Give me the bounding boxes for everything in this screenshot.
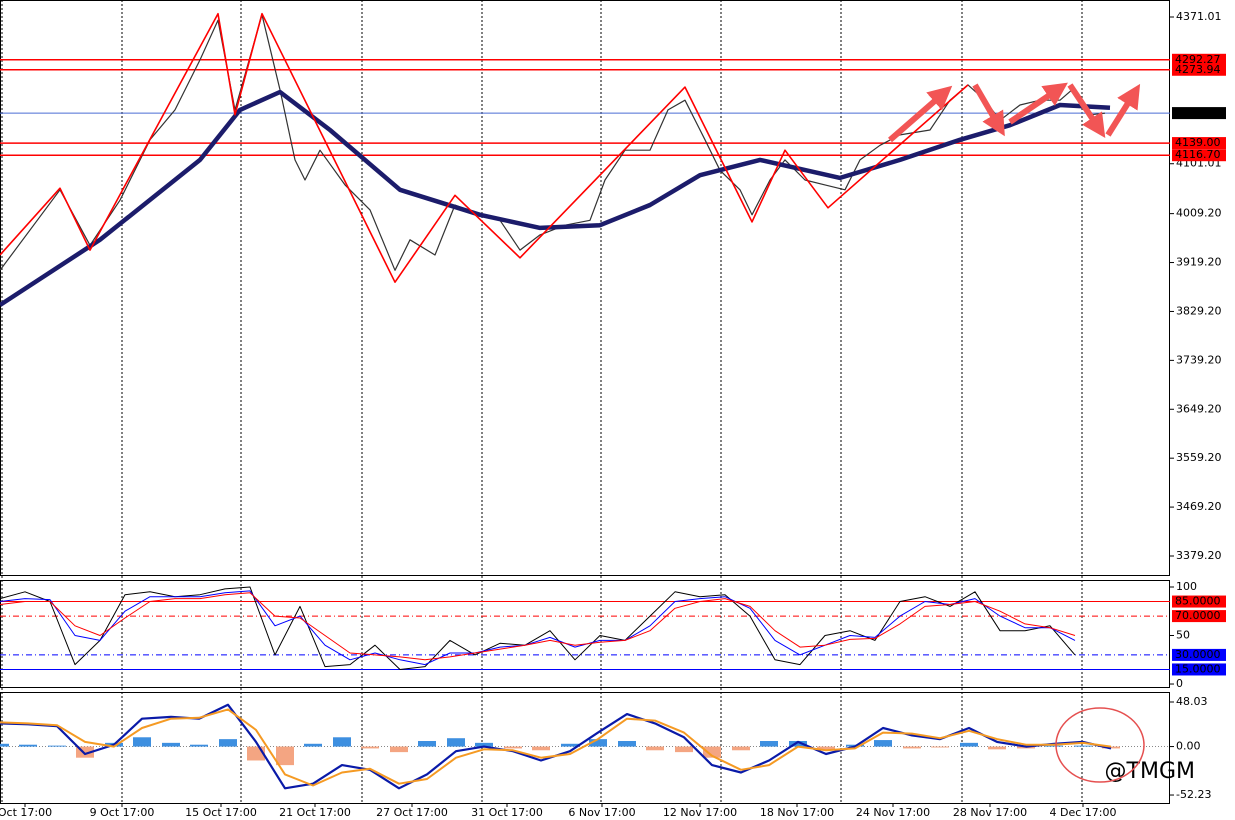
- x-tick-label: 24 Nov 17:00: [856, 806, 930, 819]
- y-tick-label: 48.03: [1176, 695, 1208, 708]
- series-line: [0, 590, 1076, 666]
- histogram-bar: [1074, 745, 1092, 747]
- series-line: [0, 12, 969, 283]
- y-tick-label: 3649.20: [1176, 402, 1222, 415]
- panel-frame: [0, 0, 1170, 576]
- histogram-bar: [646, 746, 664, 751]
- x-tick-label: 21 Oct 17:00: [279, 806, 351, 819]
- level-label-bg: [1172, 149, 1226, 162]
- watermark: @TMGM: [1105, 759, 1195, 784]
- level-label: 4194.20: [1175, 106, 1221, 119]
- y-tick-label: 3829.20: [1176, 304, 1222, 317]
- histogram-bar: [817, 746, 835, 751]
- histogram-bar: [447, 738, 465, 747]
- arrow: [1067, 83, 1106, 138]
- histogram-bar: [361, 746, 379, 749]
- level-label: 15.0000: [1175, 662, 1221, 675]
- histogram-bar: [874, 740, 892, 747]
- x-tick-label: 15 Oct 17:00: [185, 806, 257, 819]
- y-tick-label: 4371.01: [1176, 10, 1222, 23]
- histogram-bar: [276, 746, 294, 766]
- y-tick-label: 4009.20: [1176, 207, 1222, 220]
- x-tick-label: Oct 17:00: [0, 806, 52, 819]
- arrow: [888, 85, 953, 143]
- x-tick-label: 31 Oct 17:00: [471, 806, 543, 819]
- histogram-bar: [675, 746, 693, 753]
- arrow: [1105, 83, 1141, 137]
- histogram-bar: [133, 737, 151, 747]
- histogram-bar: [219, 739, 237, 747]
- level-label-bg: [1172, 610, 1226, 623]
- histogram-bar: [789, 740, 807, 747]
- x-tick-label: 4 Dec 17:00: [1050, 806, 1117, 819]
- histogram-bar: [76, 746, 94, 758]
- histogram-bar: [48, 745, 66, 747]
- level-label: 70.0000: [1175, 609, 1221, 622]
- histogram-bar: [333, 737, 351, 747]
- series-line: [0, 708, 1112, 787]
- highlight-circle: [1055, 707, 1145, 783]
- x-tick-label: 18 Nov 17:00: [760, 806, 834, 819]
- y-tick-label: 3739.20: [1176, 353, 1222, 366]
- histogram-bar: [931, 746, 949, 748]
- series-line: [0, 89, 1111, 307]
- level-label: 4273.94: [1175, 63, 1221, 76]
- level-label: 4139.00: [1175, 136, 1221, 149]
- histogram-bar: [390, 746, 408, 753]
- histogram-bar: [0, 743, 9, 747]
- y-tick-label: 0: [1176, 677, 1183, 690]
- y-tick-label: 100: [1176, 580, 1197, 593]
- histogram-bar: [532, 746, 550, 751]
- level-label-bg: [1172, 663, 1226, 676]
- y-tick-label: 3919.20: [1176, 256, 1222, 269]
- level-label: 85.0000: [1175, 595, 1221, 608]
- level-label: 4292.27: [1175, 53, 1221, 66]
- histogram-bar: [988, 746, 1006, 750]
- y-tick-label: 3559.20: [1176, 451, 1222, 464]
- level-label-bg: [1172, 137, 1226, 150]
- level-label-bg: [1172, 63, 1226, 76]
- histogram-bar: [504, 746, 522, 749]
- histogram-bar: [1045, 745, 1063, 747]
- level-label: 4116.70: [1175, 148, 1221, 161]
- level-label: 30.0000: [1175, 648, 1221, 661]
- level-label-bg: [1172, 648, 1226, 661]
- histogram-bar: [960, 742, 978, 747]
- histogram-bar: [561, 743, 579, 747]
- histogram-bar: [304, 743, 322, 747]
- histogram-bar: [589, 739, 607, 747]
- histogram-bar: [703, 746, 721, 758]
- y-tick-label: -52.23: [1176, 788, 1211, 801]
- arrow: [1008, 82, 1068, 125]
- histogram-bar: [618, 740, 636, 747]
- level-label-bg: [1172, 53, 1226, 66]
- histogram-bar: [418, 740, 436, 747]
- series-line: [0, 592, 1076, 661]
- x-tick-label: 27 Oct 17:00: [376, 806, 448, 819]
- panel-frame: [0, 692, 1170, 804]
- y-tick-label: 0.00: [1176, 740, 1201, 753]
- x-tick-label: 6 Nov 17:00: [568, 806, 635, 819]
- y-tick-label: 50: [1176, 629, 1190, 642]
- x-tick-label: 9 Oct 17:00: [90, 806, 155, 819]
- histogram-bar: [903, 746, 921, 749]
- annotation-arrows: [888, 82, 1141, 143]
- histogram-bar: [19, 744, 37, 747]
- y-tick-label: 3469.20: [1176, 500, 1222, 513]
- y-tick-label: 3379.20: [1176, 549, 1222, 562]
- histogram-bar: [475, 742, 493, 747]
- histogram-bar: [190, 744, 208, 747]
- level-label-bg: [1172, 595, 1226, 608]
- histogram-bar: [162, 742, 180, 747]
- x-tick-label: 12 Nov 17:00: [663, 806, 737, 819]
- x-tick-label: 28 Nov 17:00: [953, 806, 1027, 819]
- histogram-bar: [760, 740, 778, 747]
- arrow: [972, 83, 1005, 137]
- histogram-bar: [732, 746, 750, 751]
- level-label-bg: [1172, 107, 1226, 120]
